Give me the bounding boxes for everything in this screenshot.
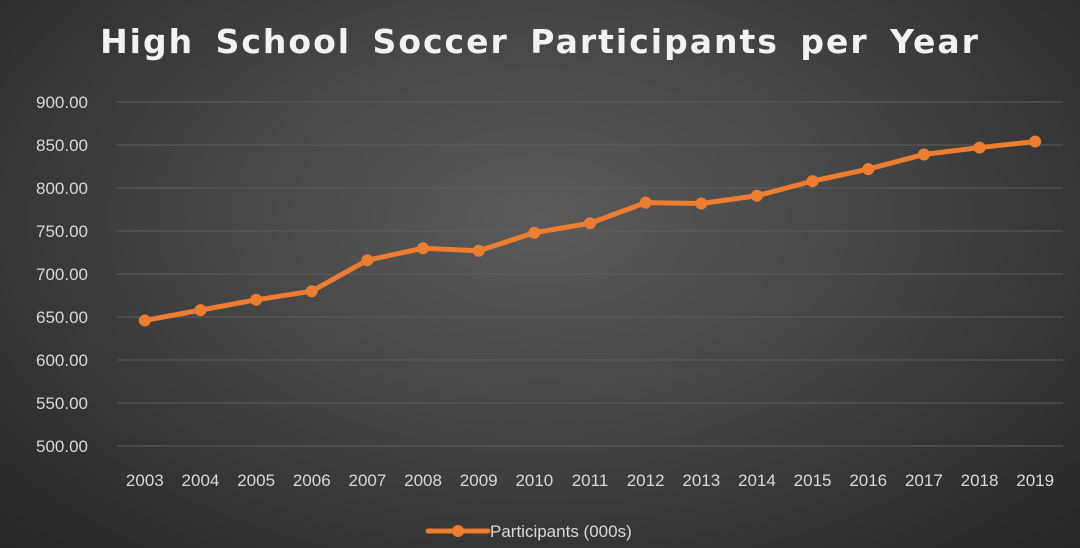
data-point [750, 189, 763, 202]
x-tick-label: 2018 [961, 471, 999, 490]
data-point [361, 254, 374, 267]
data-point [194, 304, 207, 317]
x-tick-label: 2016 [849, 471, 887, 490]
y-tick-label: 500.00 [36, 437, 88, 456]
legend-marker [452, 525, 464, 537]
data-point [472, 244, 485, 257]
data-point [695, 197, 708, 210]
x-tick-label: 2012 [627, 471, 665, 490]
y-tick-label: 750.00 [36, 222, 88, 241]
data-point [806, 175, 819, 188]
y-tick-label: 850.00 [36, 136, 88, 155]
x-tick-label: 2007 [348, 471, 386, 490]
legend-label: Participants (000s) [490, 522, 632, 541]
x-tick-label: 2008 [404, 471, 442, 490]
data-point [973, 141, 986, 154]
x-tick-label: 2004 [182, 471, 220, 490]
y-tick-label: 800.00 [36, 179, 88, 198]
data-point [862, 163, 875, 176]
data-point [417, 242, 430, 255]
data-point [584, 217, 596, 230]
x-tick-label: 2017 [905, 471, 943, 490]
x-tick-label: 2009 [460, 471, 498, 490]
x-tick-label: 2015 [794, 471, 832, 490]
x-tick-label: 2003 [126, 471, 164, 490]
x-tick-label: 2010 [515, 471, 553, 490]
data-point [250, 293, 263, 306]
chart-title: High School Soccer Participants per Year [100, 22, 980, 61]
data-point [1029, 135, 1042, 148]
y-tick-label: 700.00 [36, 265, 88, 284]
y-tick-label: 650.00 [36, 308, 88, 327]
data-point [528, 226, 541, 239]
y-tick-label: 550.00 [36, 394, 88, 413]
x-tick-label: 2014 [738, 471, 776, 490]
x-tick-label: 2013 [682, 471, 720, 490]
data-point [639, 196, 652, 209]
x-tick-label: 2006 [293, 471, 331, 490]
x-tick-label: 2011 [572, 471, 609, 490]
data-point [917, 148, 930, 161]
y-tick-label: 900.00 [36, 93, 88, 112]
data-point [138, 314, 151, 327]
data-point [305, 285, 318, 298]
y-tick-label: 600.00 [36, 351, 88, 370]
x-tick-label: 2005 [237, 471, 275, 490]
x-tick-label: 2019 [1016, 471, 1054, 490]
